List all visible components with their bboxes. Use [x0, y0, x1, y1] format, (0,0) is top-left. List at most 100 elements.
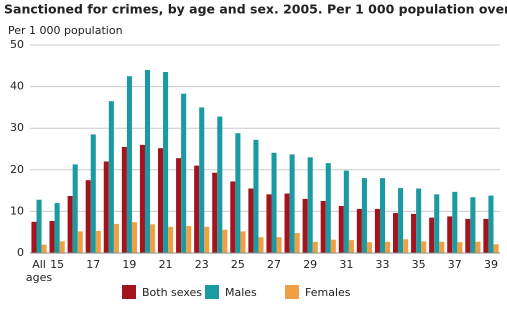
- bar: [41, 244, 47, 253]
- bar: [258, 237, 264, 253]
- legend-swatch: [285, 285, 299, 299]
- bar: [439, 241, 445, 253]
- bar: [465, 218, 471, 253]
- bar: [95, 230, 101, 253]
- bar: [348, 240, 354, 253]
- x-tick-label: 37: [448, 258, 462, 271]
- y-tick-label: 30: [10, 121, 24, 134]
- bar: [31, 221, 37, 253]
- y-tick-label: 20: [10, 163, 24, 176]
- bar: [398, 188, 404, 253]
- bar: [470, 197, 476, 253]
- bar: [150, 224, 156, 253]
- bar: [457, 242, 463, 253]
- bar: [411, 213, 417, 253]
- bar: [230, 181, 236, 253]
- bar: [379, 178, 386, 253]
- x-tick-label: 17: [86, 258, 100, 271]
- bar: [284, 193, 290, 253]
- bar: [49, 220, 55, 253]
- bar: [126, 76, 132, 253]
- legend-swatch: [205, 285, 219, 299]
- bar: [240, 231, 246, 253]
- bar: [493, 244, 499, 253]
- bar: [330, 239, 336, 253]
- bar: [271, 152, 277, 253]
- bar: [416, 188, 422, 253]
- bar: [181, 93, 187, 253]
- bar: [113, 223, 119, 253]
- x-tick-label: 39: [484, 258, 498, 271]
- bar: [302, 198, 308, 253]
- bar: [54, 203, 60, 253]
- bar: [276, 237, 282, 253]
- y-tick-label: 50: [10, 38, 24, 51]
- bar: [452, 191, 458, 253]
- bar: [212, 172, 218, 253]
- legend-label: Females: [305, 286, 351, 299]
- legend-swatch: [122, 285, 136, 299]
- bar: [36, 199, 42, 253]
- x-tick-label: 15: [50, 258, 64, 271]
- y-axis-label: Per 1 000 population: [8, 24, 123, 37]
- bar: [121, 146, 127, 253]
- bar: [186, 225, 192, 253]
- legend-label: Both sexes: [142, 286, 202, 299]
- bar: [289, 154, 295, 253]
- bar: [90, 134, 96, 253]
- y-tick-label: 10: [10, 204, 24, 217]
- bar: [204, 226, 210, 253]
- bar: [338, 205, 344, 253]
- x-tick-label: 29: [303, 258, 317, 271]
- bar: [168, 226, 174, 253]
- bar: [77, 231, 83, 253]
- bar: [176, 158, 182, 253]
- x-tick-label: All ages: [26, 258, 52, 284]
- bar: [194, 165, 200, 253]
- y-tick-label: 40: [10, 80, 24, 93]
- bar: [475, 241, 481, 253]
- bar: [67, 196, 73, 253]
- x-tick-label: 31: [339, 258, 353, 271]
- bar: [320, 201, 326, 253]
- bar: [366, 242, 373, 253]
- bar: [222, 229, 228, 253]
- bar: [235, 133, 241, 253]
- x-tick-label: 23: [195, 258, 209, 271]
- bar: [144, 69, 151, 254]
- bar: [307, 157, 313, 253]
- bar: [361, 178, 367, 253]
- bar: [429, 217, 435, 253]
- x-tick-label: 21: [159, 258, 173, 271]
- x-tick-label: 33: [376, 258, 390, 271]
- legend-label: Males: [225, 286, 257, 299]
- bar: [343, 170, 349, 253]
- x-tick-label: 19: [122, 258, 136, 271]
- bar: [253, 139, 259, 253]
- bar: [421, 241, 427, 253]
- chart-title: Sanctioned for crimes, by age and sex. 2…: [4, 2, 507, 17]
- bar: [392, 213, 399, 253]
- bar: [434, 194, 440, 253]
- x-tick-label: 25: [231, 258, 245, 271]
- bar: [85, 180, 91, 253]
- bar: [356, 208, 362, 253]
- bar: [488, 195, 494, 253]
- bar: [385, 241, 391, 253]
- y-tick-label: 0: [17, 246, 24, 259]
- bar: [139, 144, 145, 253]
- bar: [403, 239, 409, 253]
- bar: [131, 222, 138, 253]
- bar: [266, 194, 272, 253]
- bar: [72, 164, 78, 253]
- bar: [163, 72, 169, 253]
- bar: [103, 161, 109, 253]
- bar: [217, 116, 223, 253]
- bar: [447, 216, 453, 253]
- bar: [199, 107, 205, 254]
- bar: [374, 208, 380, 253]
- bar: [248, 188, 254, 253]
- bar: [325, 163, 331, 253]
- x-tick-label: 35: [412, 258, 426, 271]
